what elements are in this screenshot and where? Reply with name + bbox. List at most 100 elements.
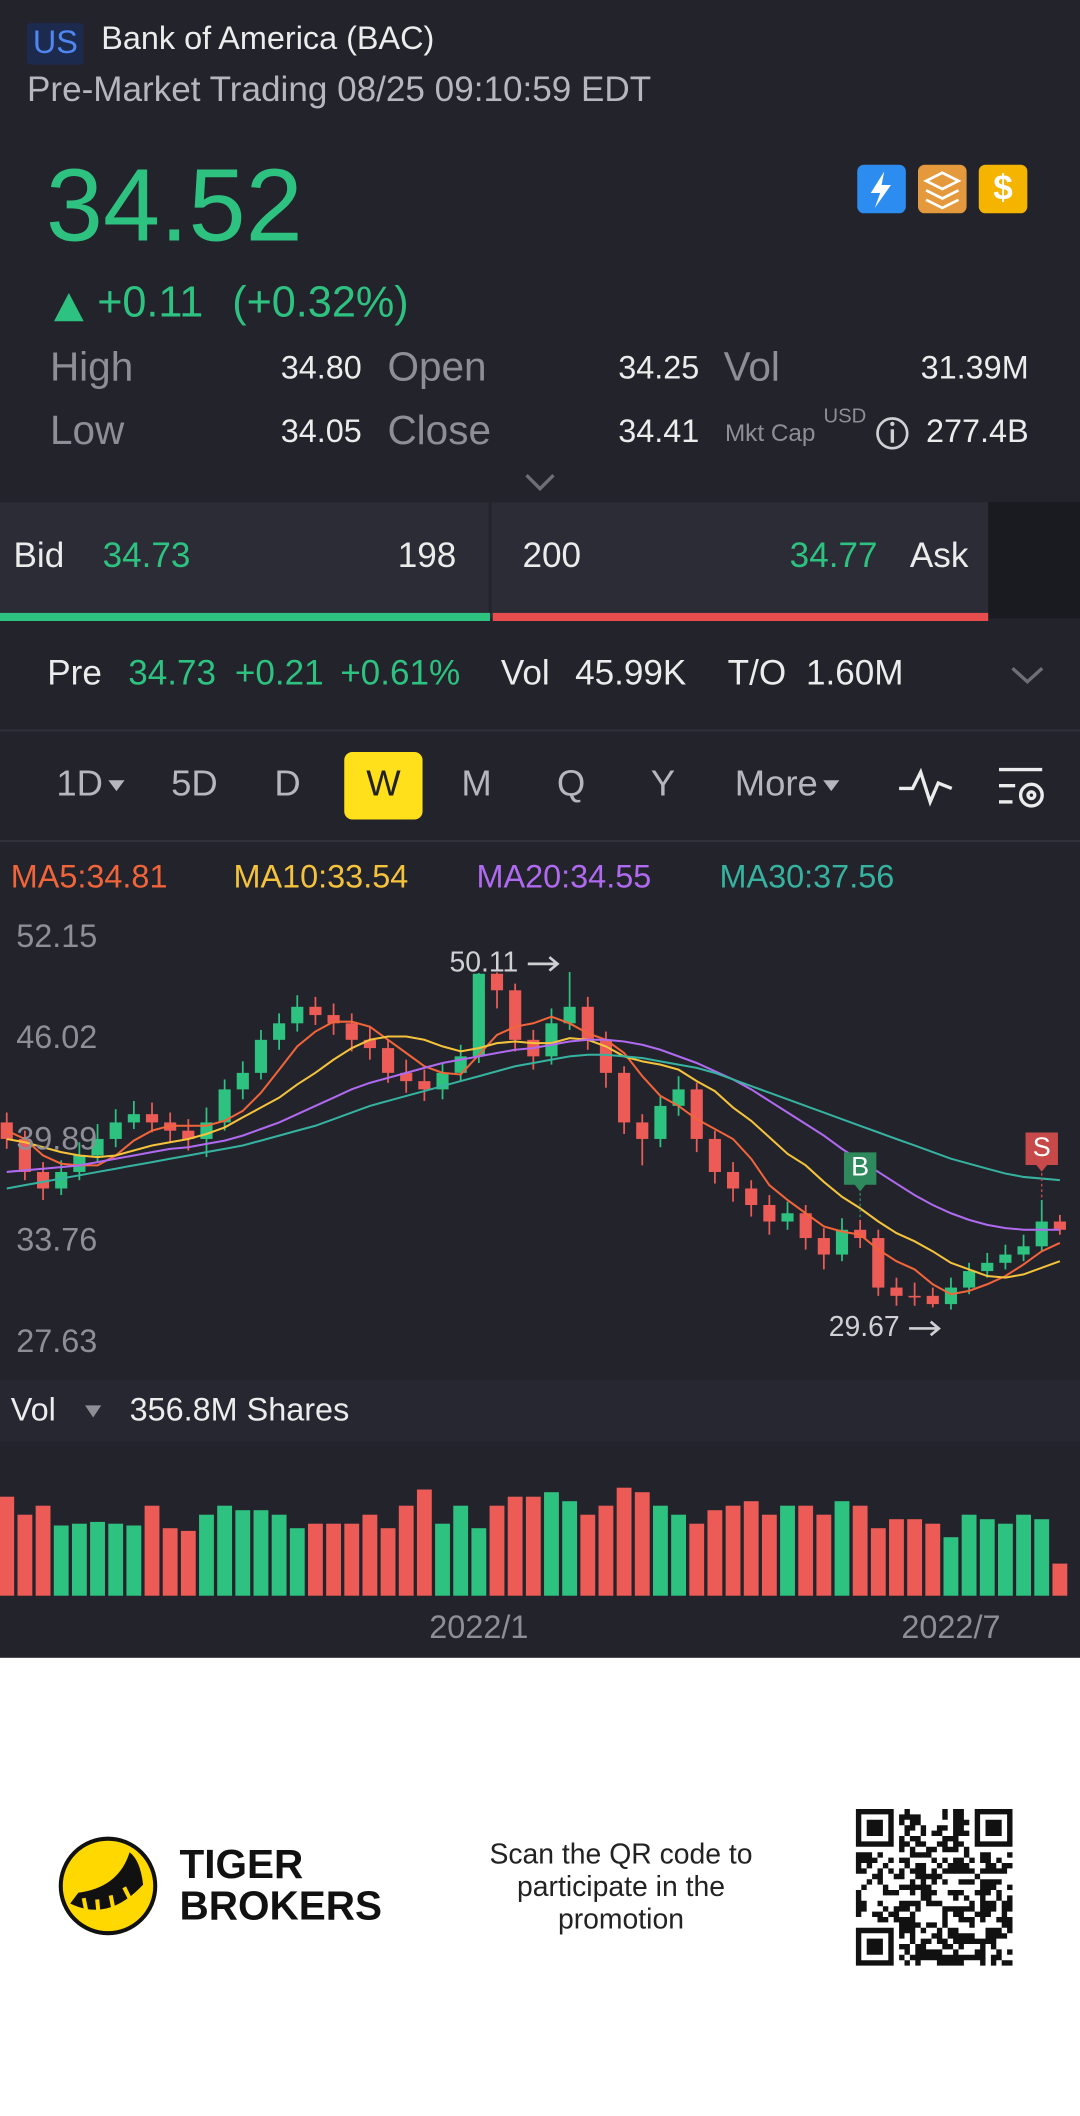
market: US [33, 24, 78, 60]
volume-bar [889, 1519, 904, 1596]
volume-bar [689, 1523, 705, 1596]
volume-bar [17, 1514, 33, 1596]
logo-stripe [81, 1886, 132, 1915]
ask-price: 34.77 [790, 536, 878, 575]
volume-header [0, 1379, 1080, 1442]
period-tab[interactable]: Q [557, 762, 585, 803]
candle-body [963, 1271, 976, 1288]
candle-body [273, 1023, 286, 1040]
candle-body [509, 990, 522, 1040]
stat-value: 277.4B [926, 413, 1029, 449]
brand-line: BROKERS [180, 1883, 383, 1929]
logo-stripe [70, 1852, 144, 1910]
stat-label: High [50, 344, 133, 390]
signal-marker[interactable] [843, 1152, 877, 1192]
extreme-arrow [909, 1320, 941, 1337]
pre-price: 34.73 [128, 653, 216, 692]
ma-line [6, 1053, 1060, 1190]
candle-body [726, 1171, 740, 1189]
volume-bar [634, 1492, 650, 1596]
volume-bar [1034, 1519, 1050, 1596]
volume-bar [816, 1514, 832, 1596]
candle-body [309, 1006, 322, 1016]
icon-dollar[interactable] [978, 164, 1028, 214]
volume-bar [162, 1528, 178, 1596]
volume-bar [435, 1523, 450, 1596]
settings-icon[interactable] [999, 767, 1044, 808]
volume-bar [852, 1505, 868, 1596]
expand-chevron[interactable] [1011, 667, 1044, 685]
period-tab[interactable]: D [274, 762, 300, 803]
volume-bar [725, 1505, 741, 1596]
candle-body [745, 1188, 758, 1206]
candle-body [218, 1089, 231, 1123]
candle-body [127, 1114, 140, 1123]
pre-vol: 45.99K [575, 653, 687, 692]
volume-bar [71, 1523, 87, 1596]
candle-body [363, 1039, 376, 1049]
x-tick-label: 2022/7 [901, 1609, 1000, 1645]
volume-bar [489, 1505, 505, 1596]
volume-bar [398, 1505, 414, 1596]
price-change: +0.11 [97, 279, 203, 327]
stat-label: Close [387, 407, 491, 453]
volume-bar [235, 1510, 251, 1596]
period-tab-selected[interactable] [344, 751, 423, 820]
candle-body [926, 1295, 939, 1305]
period-tab[interactable]: M [461, 762, 491, 803]
volume-bar [743, 1501, 759, 1596]
volume-bar [598, 1505, 614, 1596]
info-icon[interactable] [876, 417, 909, 450]
volume-bar [907, 1519, 923, 1596]
dropdown-caret[interactable] [85, 1405, 102, 1418]
period-tab[interactable]: 1D [56, 762, 103, 803]
volume-bar [544, 1492, 559, 1596]
volume-bar [834, 1501, 850, 1596]
period-tab[interactable]: W [366, 762, 401, 803]
ask-bar [492, 612, 989, 622]
candle-body [18, 1138, 31, 1172]
stat-value: 34.05 [281, 413, 362, 449]
indicator-icon[interactable] [899, 767, 953, 807]
candle-body [999, 1254, 1012, 1263]
signal-label: B [851, 1152, 869, 1182]
period-tab[interactable]: 5D [171, 762, 218, 803]
stat-currency: USD [824, 405, 867, 427]
stat-label: Mkt Cap [725, 420, 815, 447]
signal-marker[interactable] [1025, 1132, 1058, 1172]
bid-bar [0, 612, 491, 622]
y-tick-label: 33.76 [16, 1222, 97, 1258]
candle-body [236, 1072, 249, 1090]
stat-value: 34.25 [618, 349, 699, 385]
volume-bar [870, 1528, 886, 1596]
candle-body [381, 1048, 395, 1073]
volume-bar [562, 1501, 578, 1596]
candle-body [654, 1105, 667, 1139]
settings-gear [1026, 790, 1037, 801]
volume-bar [90, 1521, 105, 1596]
brand-line: TIGER [180, 1841, 304, 1887]
candle-body [472, 973, 485, 1057]
y-tick-label: 46.02 [16, 1019, 97, 1055]
market-badge [27, 22, 84, 65]
candle-body [781, 1213, 794, 1222]
volume-bar [217, 1505, 233, 1596]
candle-body [1035, 1221, 1048, 1247]
extreme-arrow [527, 956, 560, 972]
icon-glyph [870, 171, 891, 208]
volume-bar [580, 1514, 596, 1596]
period-tab[interactable]: Y [651, 762, 675, 803]
candle-body [636, 1122, 649, 1139]
candle-body [73, 1155, 86, 1172]
volume-bar [180, 1530, 196, 1596]
expand-chevron[interactable] [525, 474, 555, 492]
y-tick-label: 39.89 [16, 1120, 97, 1156]
promo-line: participate in the [517, 1871, 725, 1903]
stat-value: 31.39M [921, 349, 1029, 385]
volume-bar [308, 1523, 323, 1596]
ma-line [6, 1038, 1060, 1231]
volume-bar [943, 1537, 959, 1596]
period-tab[interactable]: More [735, 762, 818, 803]
volume-bar [289, 1528, 305, 1596]
candle-body [563, 1006, 576, 1024]
